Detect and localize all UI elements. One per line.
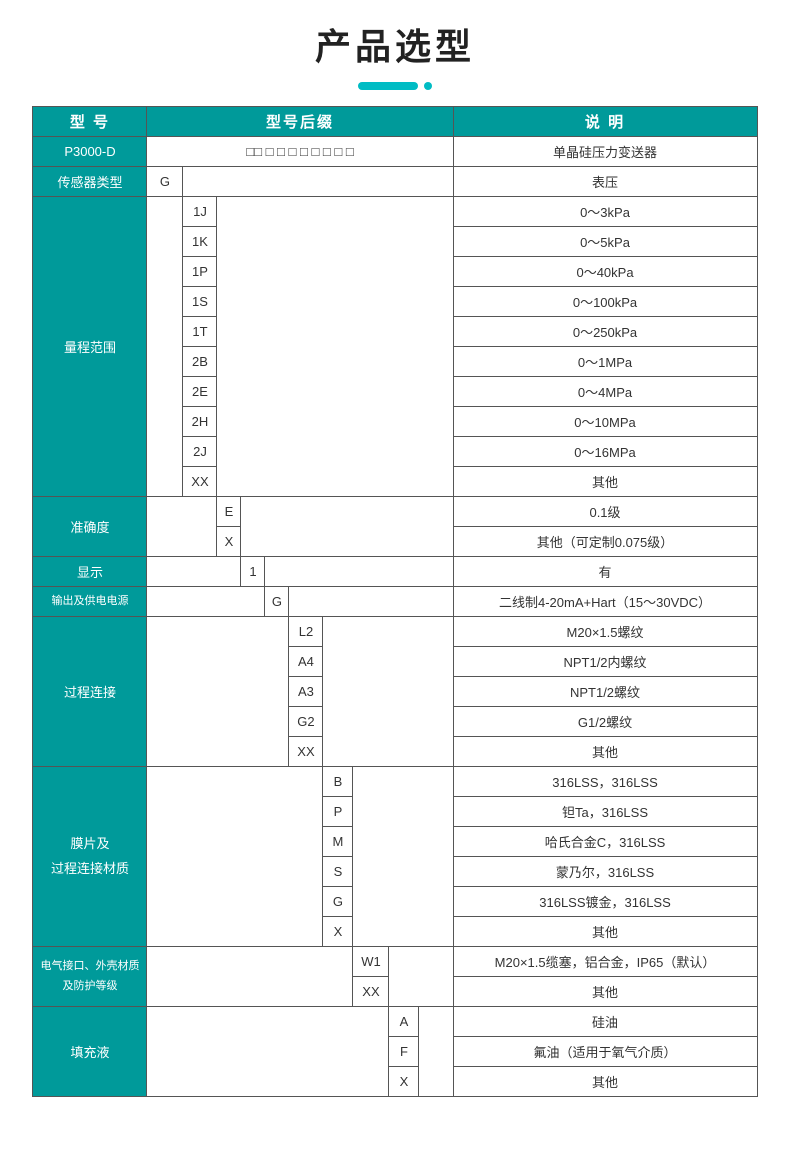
label-sensor-type: 传感器类型 (33, 167, 147, 197)
range-code: XX (183, 467, 217, 497)
ff-code: A (389, 1007, 419, 1037)
ec-desc: 其他 (453, 977, 757, 1007)
range-code: 2E (183, 377, 217, 407)
output-code: G (265, 587, 289, 617)
label-diaphragm: 膜片及过程连接材质 (33, 767, 147, 947)
pc-code: A4 (289, 647, 323, 677)
output-desc: 二线制4-20mA+Hart（15～30VDC） (453, 587, 757, 617)
range-code: 2B (183, 347, 217, 377)
display-code: 1 (241, 557, 265, 587)
accuracy-code: X (217, 527, 241, 557)
dia-code: S (323, 857, 353, 887)
range-code: 2J (183, 437, 217, 467)
pc-desc: M20×1.5螺纹 (453, 617, 757, 647)
ec-desc: M20×1.5缆塞，铝合金，IP65（默认） (453, 947, 757, 977)
range-desc: 0～4MPa (453, 377, 757, 407)
accuracy-desc: 0.1级 (453, 497, 757, 527)
sensor-desc: 表压 (453, 167, 757, 197)
pc-desc: NPT1/2内螺纹 (453, 647, 757, 677)
range-desc: 0～40kPa (453, 257, 757, 287)
pc-desc: NPT1/2螺纹 (453, 677, 757, 707)
label-accuracy: 准确度 (33, 497, 147, 557)
placeholder-boxes: □□ □ □ □ □ □ □ □ □ (147, 137, 453, 167)
dia-desc: 蒙乃尔，316LSS (453, 857, 757, 887)
range-code: 1T (183, 317, 217, 347)
label-output-power: 输出及供电电源 (33, 587, 147, 617)
range-desc: 0～250kPa (453, 317, 757, 347)
range-code: 1K (183, 227, 217, 257)
hdr-suffix: 型号后缀 (147, 107, 453, 137)
ff-desc: 硅油 (453, 1007, 757, 1037)
dia-desc: 哈氏合金C，316LSS (453, 827, 757, 857)
dia-code: P (323, 797, 353, 827)
dia-code: X (323, 917, 353, 947)
dia-code: M (323, 827, 353, 857)
pc-desc: 其他 (453, 737, 757, 767)
range-code: 2H (183, 407, 217, 437)
dia-code: G (323, 887, 353, 917)
accuracy-code: E (217, 497, 241, 527)
model-id: P3000-D (33, 137, 147, 167)
title-underline (0, 82, 790, 90)
label-display: 显示 (33, 557, 147, 587)
ff-desc: 其他 (453, 1067, 757, 1097)
range-desc: 0～1MPa (453, 347, 757, 377)
range-code: 1S (183, 287, 217, 317)
range-code: 1P (183, 257, 217, 287)
label-process-conn: 过程连接 (33, 617, 147, 767)
range-desc: 其他 (453, 467, 757, 497)
accuracy-desc: 其他（可定制0.075级） (453, 527, 757, 557)
range-desc: 0～100kPa (453, 287, 757, 317)
dia-code: B (323, 767, 353, 797)
sensor-code: G (147, 167, 183, 197)
range-desc: 0～10MPa (453, 407, 757, 437)
ec-code: W1 (353, 947, 389, 977)
ec-code: XX (353, 977, 389, 1007)
label-elec-case: 电气接口、外壳材质及防护等级 (33, 947, 147, 1007)
hdr-model: 型 号 (33, 107, 147, 137)
ff-desc: 氟油（适用于氧气介质） (453, 1037, 757, 1067)
dia-desc: 316LSS镀金，316LSS (453, 887, 757, 917)
label-range: 量程范围 (33, 197, 147, 497)
dia-desc: 其他 (453, 917, 757, 947)
ff-code: X (389, 1067, 419, 1097)
pc-code: XX (289, 737, 323, 767)
pc-code: L2 (289, 617, 323, 647)
ff-code: F (389, 1037, 419, 1067)
range-desc: 0～3kPa (453, 197, 757, 227)
range-desc: 0～16MPa (453, 437, 757, 467)
pc-code: G2 (289, 707, 323, 737)
dia-desc: 316LSS，316LSS (453, 767, 757, 797)
display-desc: 有 (453, 557, 757, 587)
hdr-desc: 说 明 (453, 107, 757, 137)
pc-code: A3 (289, 677, 323, 707)
page-title: 产品选型 (0, 0, 790, 70)
dia-desc: 钽Ta，316LSS (453, 797, 757, 827)
selection-table: 型 号 型号后缀 说 明 P3000-D □□ □ □ □ □ □ □ □ □ … (32, 106, 757, 1097)
first-desc: 单晶硅压力变送器 (453, 137, 757, 167)
label-fill-fluid: 填充液 (33, 1007, 147, 1097)
pc-desc: G1/2螺纹 (453, 707, 757, 737)
range-desc: 0～5kPa (453, 227, 757, 257)
range-code: 1J (183, 197, 217, 227)
